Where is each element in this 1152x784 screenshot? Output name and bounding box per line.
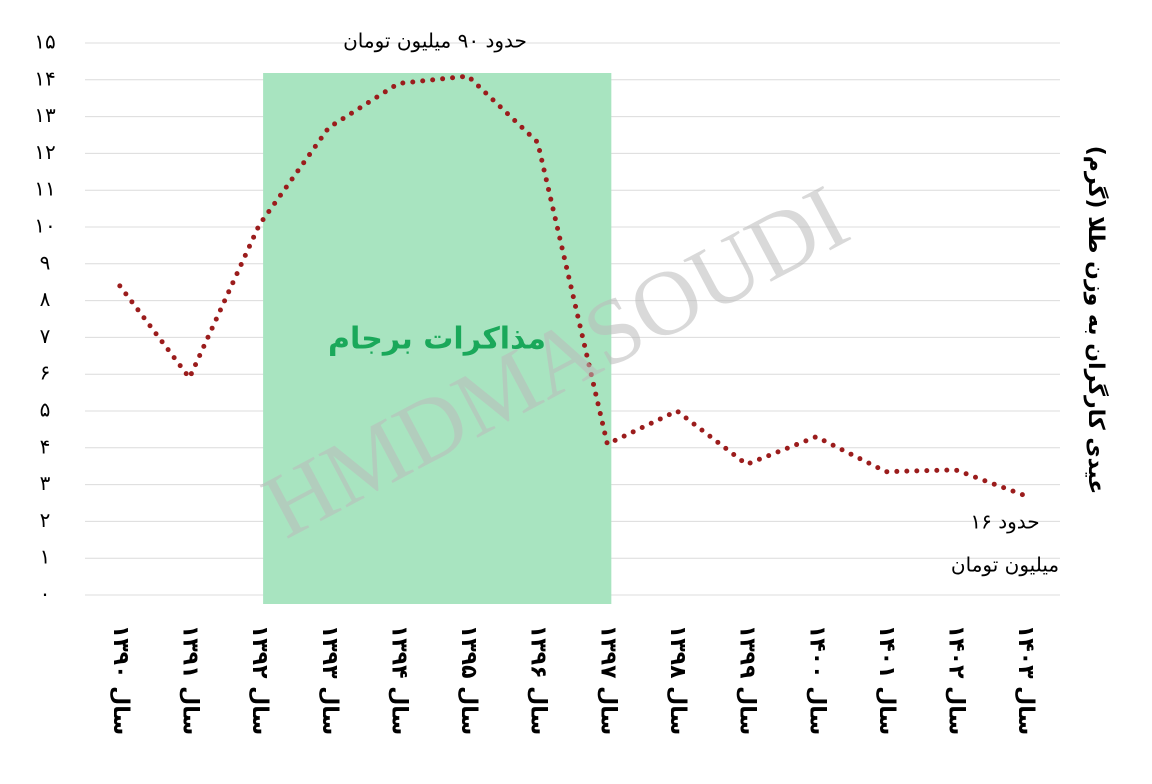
y-tick-label: ۱ [40, 545, 51, 569]
x-tick-label: سال ۱۳۹۰ [108, 625, 133, 735]
x-tick-label: سال ۱۳۹۵ [456, 625, 481, 735]
y-tick-label: ۲ [40, 508, 51, 532]
x-tick-label: سال ۱۳۹۶ [526, 625, 551, 735]
y-tick-label: ۳ [40, 471, 51, 495]
x-tick-label: سال ۱۳۹۳ [317, 625, 342, 735]
x-tick-label: سال ۱۳۹۱ [177, 625, 202, 735]
highlight-region [263, 73, 612, 604]
x-tick-label: سال ۱۴۰۲ [944, 625, 969, 735]
y-tick-label: ۱۵ [34, 30, 55, 54]
y-tick-label: ۰ [40, 582, 51, 606]
x-tick-label: سال ۱۳۹۹ [735, 625, 760, 735]
highlight-label: مذاکرات برجام [328, 322, 546, 357]
y-tick-label: ۵ [40, 398, 51, 422]
y-tick-label: ۸ [40, 287, 51, 311]
x-tick-label: سال ۱۴۰۱ [874, 625, 899, 735]
y-tick-label: ۹ [40, 250, 51, 274]
annotation: میلیون تومان [951, 553, 1059, 577]
x-tick-label: سال ۱۴۰۰ [804, 625, 829, 735]
y-tick-label: ۱۲ [34, 140, 55, 164]
x-tick-label: سال ۱۳۹۴ [386, 625, 411, 735]
y-tick-label: ۷ [40, 324, 51, 348]
y-tick-label: ۱۴ [34, 66, 55, 90]
x-tick-label: سال ۱۳۹۸ [665, 625, 690, 735]
y-tick-label: ۶ [40, 361, 51, 385]
x-tick-label: سال ۱۴۰۳ [1013, 625, 1038, 735]
x-tick-label: سال ۱۳۹۷ [595, 625, 620, 735]
y-tick-label: ۴ [40, 434, 51, 458]
y-tick-label: ۱۱ [34, 177, 55, 201]
x-tick-label: سال ۱۳۹۲ [247, 625, 272, 735]
annotation: حدود ۱۶ [970, 510, 1039, 534]
y-tick-label: ۱۰ [34, 214, 55, 238]
annotation: حدود ۹۰ میلیون تومان [343, 29, 527, 53]
y-axis-label: عیدی کارگران به وزن طلا (گرم) [1083, 146, 1110, 495]
y-tick-label: ۱۳ [34, 103, 56, 127]
